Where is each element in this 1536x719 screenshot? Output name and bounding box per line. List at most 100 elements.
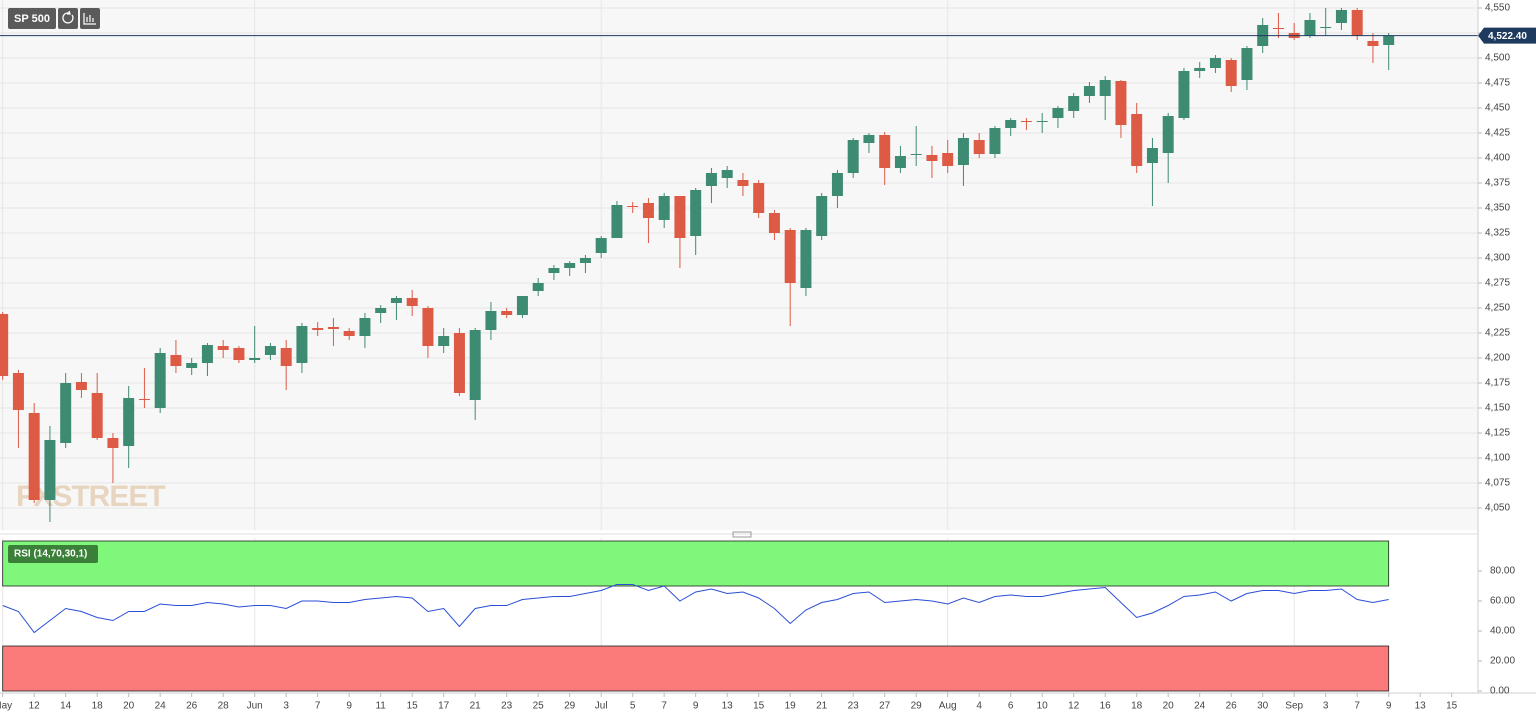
y-tick-label: 4,500 xyxy=(1485,53,1510,64)
x-tick-label: 12 xyxy=(29,701,41,712)
x-tick-label: 7 xyxy=(1354,701,1360,712)
candle-body xyxy=(1194,68,1206,71)
candle-body xyxy=(627,206,639,207)
candle-body xyxy=(863,135,875,143)
candle-body xyxy=(343,331,355,336)
y-tick-label: 4,125 xyxy=(1485,428,1510,439)
candle-body xyxy=(406,298,418,306)
x-tick-label: 21 xyxy=(470,701,482,712)
candle-body xyxy=(721,170,733,178)
candle-body xyxy=(327,327,339,329)
candle-body xyxy=(12,373,24,410)
watermark: FXSTREET xyxy=(16,480,165,513)
candle-body xyxy=(217,346,229,350)
refresh-button[interactable] xyxy=(58,8,78,29)
candle-body xyxy=(516,296,528,315)
candle-body xyxy=(138,399,150,400)
candle-body xyxy=(1036,121,1048,122)
x-tick-label: 20 xyxy=(1163,701,1175,712)
indicators-icon xyxy=(83,13,96,25)
candle-body xyxy=(658,196,670,220)
y-tick-label: 4,450 xyxy=(1485,103,1510,114)
y-tick-label: 4,400 xyxy=(1485,153,1510,164)
x-tick-label: 7 xyxy=(315,701,321,712)
x-tick-label: 15 xyxy=(753,701,765,712)
candle-body xyxy=(1099,80,1111,96)
x-tick-label: Jun xyxy=(247,701,263,712)
rsi-badge xyxy=(8,545,98,563)
candle-body xyxy=(1162,116,1174,153)
resize-handle[interactable] xyxy=(732,531,752,538)
x-tick-label: 24 xyxy=(1194,701,1206,712)
y-tick-label: 4,350 xyxy=(1485,203,1510,214)
x-tick-label: 6 xyxy=(1008,701,1014,712)
candle-body xyxy=(674,196,686,238)
x-tick-label: 21 xyxy=(816,701,828,712)
candle-body xyxy=(753,183,765,213)
y-tick-label: 4,325 xyxy=(1485,228,1510,239)
x-tick-label: 15 xyxy=(407,701,419,712)
candle-body xyxy=(847,140,859,173)
candle-body xyxy=(1115,81,1127,125)
candle-body xyxy=(422,308,434,346)
x-tick-label: 28 xyxy=(218,701,230,712)
candle-body xyxy=(1052,108,1064,118)
x-tick-label: 4 xyxy=(976,701,982,712)
symbol-badge[interactable] xyxy=(8,8,56,29)
candle-body xyxy=(453,333,465,393)
candle-body xyxy=(296,326,308,363)
candle-body xyxy=(60,383,72,443)
candle-body xyxy=(768,213,780,233)
x-tick-label: 25 xyxy=(533,701,545,712)
candle-body xyxy=(1209,58,1221,68)
y-tick-label: 4,050 xyxy=(1485,503,1510,514)
x-tick-label: 29 xyxy=(564,701,576,712)
y-tick-label: 4,250 xyxy=(1485,303,1510,314)
candle-body xyxy=(501,311,513,315)
candle-body xyxy=(1146,148,1158,163)
candle-body xyxy=(957,138,969,165)
last-price-tag xyxy=(1478,27,1536,44)
candle-body xyxy=(705,173,717,186)
candle-body xyxy=(1383,36,1395,45)
x-tick-label: May xyxy=(0,701,12,712)
x-tick-label: 20 xyxy=(123,701,135,712)
rsi-tick-label: 60.00 xyxy=(1490,596,1515,607)
candle-body xyxy=(831,173,843,196)
x-tick-label: 26 xyxy=(186,701,198,712)
y-tick-label: 4,150 xyxy=(1485,403,1510,414)
x-tick-label: 12 xyxy=(1068,701,1080,712)
last-price-label: 4,522.40 xyxy=(1488,31,1527,42)
candle-body xyxy=(879,135,891,168)
y-tick-label: 4,275 xyxy=(1485,278,1510,289)
candle-body xyxy=(1020,121,1032,122)
candle-body xyxy=(28,413,40,500)
candle-body xyxy=(107,438,119,448)
y-tick-label: 4,100 xyxy=(1485,453,1510,464)
rsi-label: RSI (14,70,30,1) xyxy=(14,549,87,560)
y-tick-label: 4,425 xyxy=(1485,128,1510,139)
y-tick-label: 4,475 xyxy=(1485,78,1510,89)
candle-body xyxy=(123,398,135,446)
candle-body xyxy=(642,203,654,218)
candle-body xyxy=(784,230,796,283)
rsi-tick-label: 80.00 xyxy=(1490,566,1515,577)
x-tick-label: 7 xyxy=(661,701,667,712)
candle-body xyxy=(91,393,103,438)
candle-body xyxy=(1351,10,1363,36)
candle-body xyxy=(375,308,387,313)
candle-body xyxy=(1241,48,1253,80)
candle-body xyxy=(564,263,576,268)
candle-body xyxy=(579,258,591,263)
candle-body xyxy=(894,156,906,168)
overbought-band xyxy=(2,540,1390,587)
x-tick-label: 13 xyxy=(722,701,734,712)
x-tick-label: 17 xyxy=(438,701,450,712)
candle-body xyxy=(154,353,166,408)
candle-body xyxy=(1272,28,1284,29)
x-tick-label: 11 xyxy=(375,701,386,712)
candle-body xyxy=(1178,71,1190,118)
candle-body xyxy=(359,318,371,336)
x-tick-label: Jul xyxy=(595,701,608,712)
x-tick-label: 26 xyxy=(1226,701,1238,712)
